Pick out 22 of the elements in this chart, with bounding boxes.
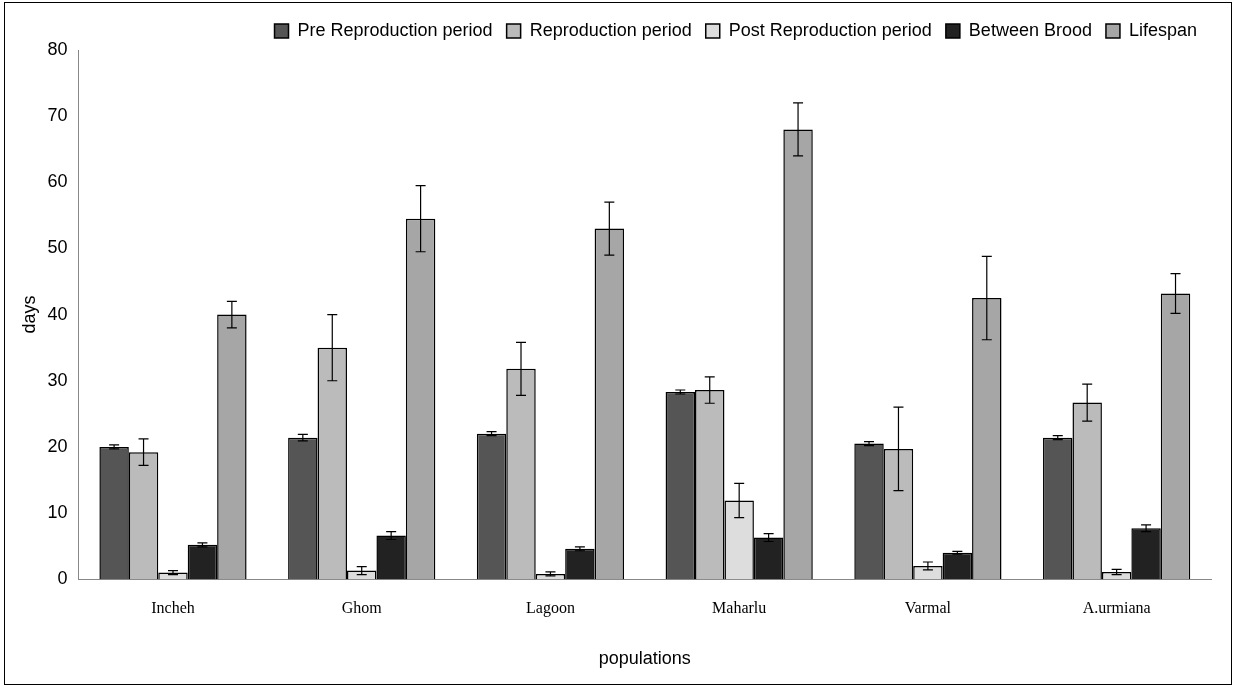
y-axis-title: days [18,295,39,334]
legend-label: Post Reproduction period [728,19,932,40]
x-tick-label: Maharlu [712,599,767,616]
legend-label: Pre Reproduction period [297,19,493,40]
x-tick-label: Lagoon [526,599,575,617]
y-tick-label: 50 [47,237,68,258]
x-axis-title: populations [598,648,691,669]
y-tick-label: 20 [47,435,68,456]
legend-label: Lifespan [1128,19,1198,40]
y-tick-label: 10 [47,502,68,523]
y-tick-label: 30 [47,369,68,390]
x-tick-label: Ghom [341,599,383,616]
x-tick-label: Varmal [904,599,952,616]
x-tick-label: A.urmiana [1082,599,1151,616]
legend-label: Reproduction period [529,19,692,40]
y-tick-label: 80 [47,38,68,59]
y-tick-label: 70 [47,105,68,126]
y-tick-label: 60 [47,171,68,192]
y-tick-label: 0 [57,568,68,589]
x-tick-label: Incheh [151,599,195,616]
legend-label: Between Brood [968,19,1092,40]
y-tick-label: 40 [47,303,68,324]
